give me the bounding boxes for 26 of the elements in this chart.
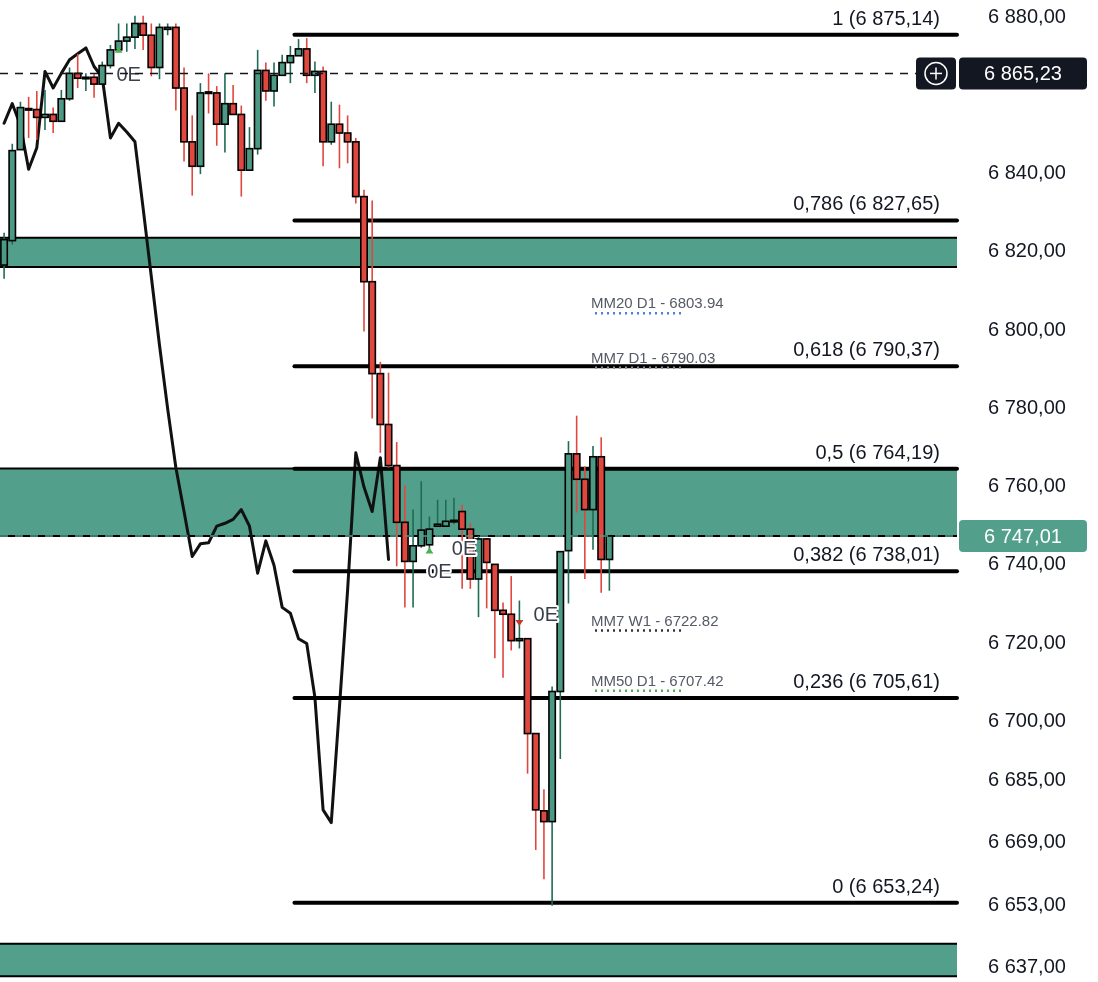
ref-line-label: 6 747,01 bbox=[984, 524, 1062, 547]
y-tick-label: 6 780,00 bbox=[988, 395, 1066, 418]
ref-line-label: 0,5 (6 764,19) bbox=[815, 440, 940, 463]
ref-line-label: 0,786 (6 827,65) bbox=[793, 192, 940, 215]
y-tick-label: 6 637,00 bbox=[988, 955, 1066, 978]
ref-line-label: 0,382 (6 738,01) bbox=[793, 543, 940, 566]
y-tick-label: 6 840,00 bbox=[988, 161, 1066, 184]
ref-line-label: MM50 D1 - 6707.42 bbox=[591, 671, 724, 689]
y-tick-label: 6 653,00 bbox=[988, 892, 1066, 915]
ref-line-label: 0,236 (6 705,61) bbox=[793, 669, 940, 692]
y-tick-label: 6 669,00 bbox=[988, 830, 1066, 853]
y-tick-label: 6 720,00 bbox=[988, 630, 1066, 653]
ref-line-label: MM7 D1 - 6790.03 bbox=[591, 348, 716, 366]
y-tick-label: 6 800,00 bbox=[988, 317, 1066, 340]
ref-line-label: 0,618 (6 790,37) bbox=[793, 338, 940, 361]
y-tick-label: 6 820,00 bbox=[988, 239, 1066, 262]
ref-line-label: 1 (6 875,14) bbox=[832, 6, 940, 29]
y-tick-label: 6 880,00 bbox=[988, 4, 1066, 27]
y-tick-label: 6 700,00 bbox=[988, 708, 1066, 731]
ref-line-label: MM7 W1 - 6722.82 bbox=[591, 611, 719, 629]
y-tick-label: 6 760,00 bbox=[988, 474, 1066, 497]
ref-line-label: MM20 D1 - 6803.94 bbox=[591, 294, 724, 312]
y-tick-label: 6 685,00 bbox=[988, 767, 1066, 790]
ref-line-label: 0 (6 653,24) bbox=[832, 874, 940, 897]
ref-line-label: 6 865,23 bbox=[984, 62, 1062, 85]
y-tick-label: 6 740,00 bbox=[988, 552, 1066, 575]
